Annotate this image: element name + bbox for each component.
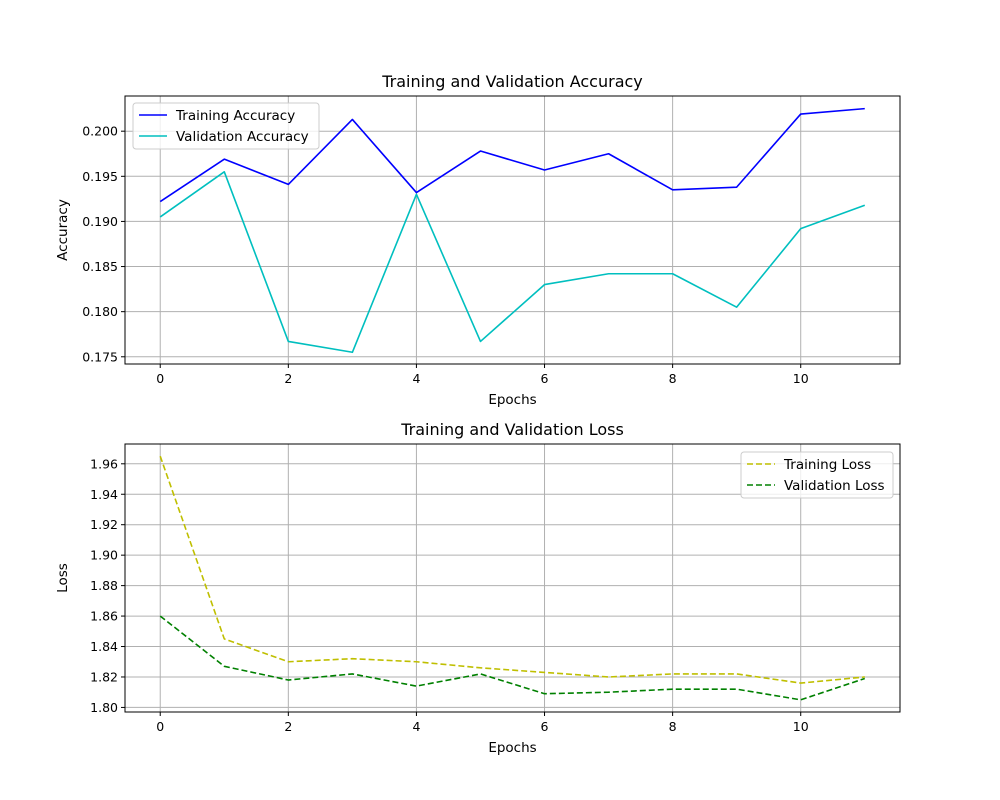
training-loss-line [159,455,865,684]
loss-x-axis-label: Epochs [488,740,536,756]
accuracy-legend: Training Accuracy Validation Accuracy [132,102,320,150]
accuracy-x-tick-label: 4 [412,371,420,386]
loss-x-tick-label: 6 [541,719,549,734]
accuracy-x-tick-label: 10 [793,371,809,386]
loss-y-tick-label: 1.96 [90,456,118,471]
loss-x-tick-label: 2 [284,719,292,734]
loss-y-axis-label: Loss [55,563,71,593]
accuracy-y-tick-label: 0.200 [82,124,118,139]
accuracy-y-axis-label: Accuracy [55,199,71,261]
validation-loss-line [159,615,866,701]
training-accuracy-line [159,107,865,203]
loss-y-tick-label: 1.88 [90,578,118,593]
accuracy-chart-title: Training and Validation Accuracy [381,72,643,91]
accuracy-x-tick-label: 6 [541,371,549,386]
accuracy-y-tick-label: 0.195 [82,169,118,184]
loss-x-tick-label: 4 [412,719,420,734]
accuracy-x-tick-label: 0 [156,371,164,386]
loss-x-tick-label: 8 [669,719,677,734]
accuracy-x-tick-label: 2 [284,371,292,386]
accuracy-chart: 0 2 4 6 8 10 0.175 0.180 0.185 0.190 0.195 0.200 Tra… [55,72,901,408]
accuracy-x-axis-label: Epochs [488,392,536,408]
loss-x-tick-label: 0 [156,719,164,734]
training-accuracy-legend-label: Training Accuracy [175,108,295,124]
loss-y-tick-label: 1.86 [90,609,118,624]
validation-accuracy-line [159,171,866,354]
accuracy-x-tick-label: 8 [669,371,677,386]
loss-x-tick-label: 10 [793,719,809,734]
loss-axes-frame [124,443,901,713]
accuracy-y-tick-label: 0.185 [82,259,118,274]
loss-y-tick-label: 1.80 [90,700,118,715]
validation-accuracy-legend-label: Validation Accuracy [176,129,309,145]
loss-y-tick-label: 1.84 [90,639,118,654]
accuracy-legend-box [132,102,320,150]
accuracy-y-tick-label: 0.175 [82,349,118,364]
training-loss-legend-label: Training Loss [783,457,871,473]
accuracy-y-tick-label: 0.180 [82,304,118,319]
accuracy-axes-frame [124,95,901,365]
loss-y-tick-label: 1.94 [90,487,118,502]
loss-y-tick-label: 1.92 [90,517,118,532]
loss-y-tick-label: 1.82 [90,669,118,684]
loss-chart-title: Training and Validation Loss [400,420,624,439]
accuracy-y-tick-label: 0.190 [82,214,118,229]
loss-chart: 0 2 4 6 8 10 1.80 1.82 1.84 1.86 1.88 1.90 1.92 1.94 1… [55,420,901,756]
validation-loss-legend-label: Validation Loss [784,478,885,494]
loss-y-tick-label: 1.90 [90,548,118,563]
loss-legend-box [740,451,894,499]
loss-legend: Training Loss Validation Loss [740,451,894,499]
